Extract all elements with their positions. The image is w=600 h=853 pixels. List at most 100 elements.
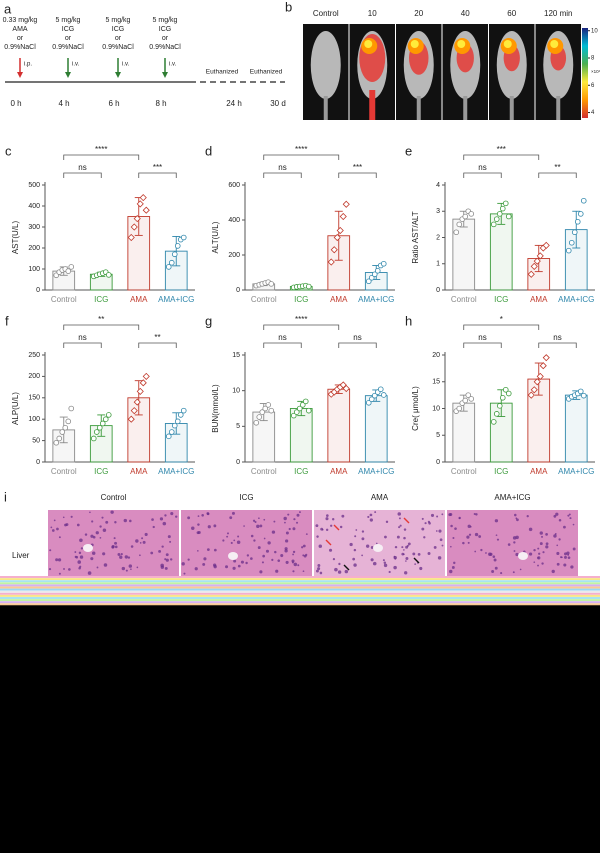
nucleus [203, 557, 207, 561]
nucleus [372, 561, 377, 566]
nucleus [170, 512, 174, 516]
nucleus [56, 527, 59, 531]
nucleus [57, 558, 62, 562]
dose-text: 0.9%NaCl [4, 44, 36, 51]
timepoint-label: 20 [414, 9, 423, 18]
nucleus [99, 525, 102, 528]
nucleus [232, 566, 236, 570]
nucleus [488, 552, 492, 557]
nucleus [330, 524, 333, 527]
nucleus [491, 570, 495, 573]
dose-text: or [115, 35, 122, 42]
nucleus [277, 559, 281, 562]
nucleus [120, 553, 123, 556]
nucleus [526, 515, 529, 518]
nucleus [121, 566, 126, 571]
nucleus [233, 539, 236, 542]
nucleus [257, 546, 261, 549]
nucleus [68, 568, 71, 571]
mouse-tail [556, 96, 561, 120]
nucleus [267, 541, 271, 545]
panel-letter: f [5, 313, 9, 328]
y-tick-label: 200 [228, 252, 240, 259]
nucleus [142, 540, 146, 544]
nucleus [63, 568, 65, 570]
data-point [139, 379, 147, 387]
time-label: 30 d [270, 99, 286, 108]
nucleus [74, 555, 77, 558]
data-point [368, 274, 375, 281]
colorbar-unit: ×10⁴ [591, 69, 600, 74]
nucleus [555, 512, 559, 516]
histology-image [314, 510, 445, 576]
nucleus [417, 552, 421, 556]
nucleus [90, 534, 94, 538]
significance-label: ns [278, 163, 286, 172]
noise-stripe [0, 576, 600, 578]
nucleus [233, 559, 237, 563]
nucleus [165, 558, 169, 562]
nucleus [167, 535, 171, 539]
significance-bracket [538, 172, 577, 178]
nucleus [261, 561, 264, 564]
vessel [373, 544, 383, 552]
nucleus [139, 542, 142, 544]
nucleus [240, 560, 244, 564]
histology-image [48, 510, 179, 576]
nucleus [114, 521, 117, 524]
nucleus [403, 528, 407, 531]
x-tick-label: AMA+ICG [158, 295, 194, 304]
x-tick-label: AMA+ICG [558, 467, 594, 476]
significance-label: *** [353, 163, 362, 172]
nucleus [567, 556, 571, 560]
nucleus [341, 514, 345, 518]
colorbar [582, 28, 588, 118]
dose-text: 0.33 mg/kg [3, 17, 38, 24]
noise-stripe [0, 582, 600, 585]
nucleus [361, 530, 365, 533]
nucleus [553, 514, 557, 518]
nucleus [271, 530, 276, 534]
nucleus [194, 567, 198, 571]
x-tick-label: AMA+ICG [558, 295, 594, 304]
nucleus [64, 523, 67, 527]
x-tick-label: Control [251, 295, 277, 304]
dose-text: 5 mg/kg [106, 17, 131, 24]
nucleus [369, 513, 373, 517]
nucleus [561, 556, 563, 559]
data-point [371, 271, 378, 278]
nucleus [419, 566, 423, 571]
data-point [133, 398, 141, 406]
y-tick-label: 200 [28, 373, 40, 380]
arrow-head [115, 72, 121, 78]
significance-label: ns [78, 333, 86, 342]
data-point [68, 264, 75, 270]
dose-text: ICG [62, 26, 74, 33]
x-tick-label: Control [451, 467, 477, 476]
data-point [542, 241, 550, 249]
nucleus [226, 535, 229, 538]
nucleus [370, 546, 374, 549]
nucleus [507, 543, 511, 546]
nucleus [466, 535, 470, 539]
event-label: Euthanized [206, 69, 239, 76]
significance-bracket [538, 342, 577, 348]
nucleus [545, 533, 548, 536]
significance-label: ns [553, 333, 561, 342]
x-tick-label: ICG [94, 467, 108, 476]
data-point [339, 212, 347, 221]
nucleus [349, 542, 353, 547]
y-tick-label: 2 [436, 234, 440, 241]
nucleus [95, 531, 99, 535]
nucleus [141, 537, 144, 540]
nucleus [283, 516, 287, 521]
data-point [465, 392, 472, 398]
x-tick-label: AMA [330, 295, 348, 304]
data-point [380, 260, 387, 267]
nucleus [113, 537, 116, 540]
nucleus [197, 550, 199, 552]
data-point [174, 243, 181, 249]
y-tick-label: 4 [436, 182, 440, 189]
nucleus [393, 555, 396, 558]
